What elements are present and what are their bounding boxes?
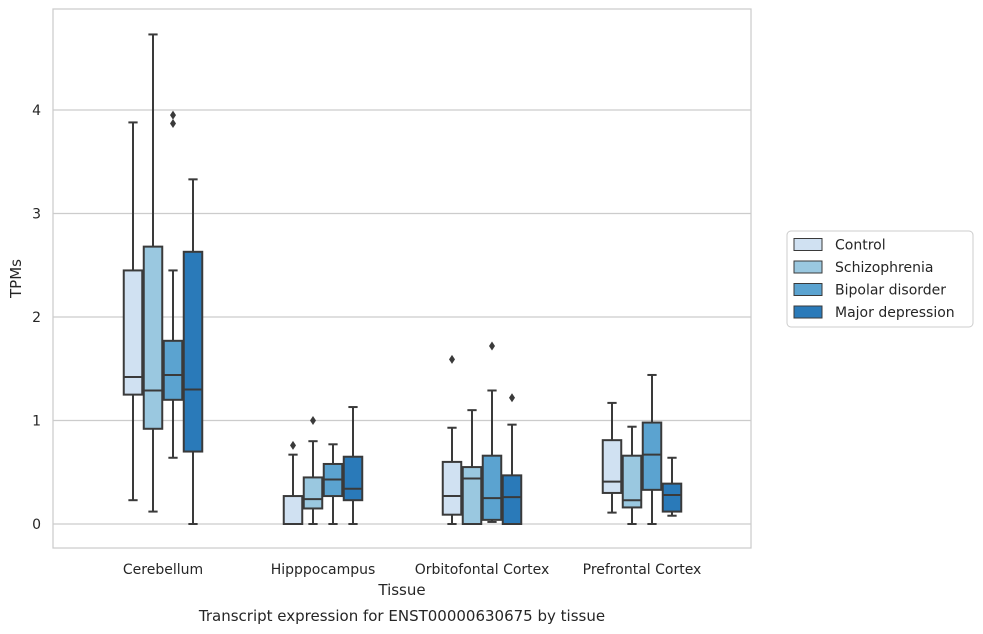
legend-swatch xyxy=(793,283,823,296)
x-tick-label: Prefrontal Cortex xyxy=(583,562,702,578)
legend-swatch xyxy=(793,260,823,274)
y-tick-label: 3 xyxy=(32,207,41,223)
box-body xyxy=(501,474,523,526)
box-0-0 xyxy=(122,121,144,502)
box-body xyxy=(661,482,683,513)
legend-item: Major depression xyxy=(793,305,955,321)
y-tick-label: 0 xyxy=(32,517,41,533)
legend-label: Major depression xyxy=(835,305,955,321)
y-axis-title: TPMs xyxy=(7,259,25,299)
x-axis-title: Tissue xyxy=(377,581,425,599)
box-body xyxy=(441,460,463,516)
flier-point xyxy=(449,354,455,364)
box-0-1 xyxy=(282,440,304,525)
flier-point xyxy=(489,341,495,351)
x-tick-label: Cerebellum xyxy=(123,562,203,578)
flier-point xyxy=(310,416,316,425)
box-3-1 xyxy=(342,406,364,525)
y-tick-label: 4 xyxy=(32,103,41,119)
flier-point xyxy=(170,110,176,120)
x-tick-labels: Cerebellum Hipppocampus Orbitofontal Corte… xyxy=(123,562,701,578)
legend-swatch xyxy=(793,305,823,319)
legend-label: Schizophrenia xyxy=(835,260,933,276)
x-tick-label: Hipppocampus xyxy=(271,562,376,578)
box-1-3 xyxy=(621,425,643,525)
box-3-2 xyxy=(501,393,523,526)
box-body xyxy=(122,269,144,396)
x-tick-label: Orbitofontal Cortex xyxy=(415,562,550,578)
box-series xyxy=(122,33,683,526)
box-0-2 xyxy=(441,354,463,525)
box-body xyxy=(461,466,483,526)
chart-caption: Transcript expression for ENST0000063067… xyxy=(198,607,605,625)
legend: Control Schizophrenia Bipolar disorder Majo… xyxy=(786,230,974,328)
box-1-2 xyxy=(461,409,483,526)
flier-point xyxy=(509,393,515,403)
box-3-3 xyxy=(661,456,683,517)
box-body xyxy=(342,455,364,502)
box-body xyxy=(481,454,503,521)
legend-frame xyxy=(786,230,974,328)
y-tick-label: 2 xyxy=(32,310,41,326)
box-2-2 xyxy=(481,341,503,523)
box-body xyxy=(641,421,663,491)
legend-label: Bipolar disorder xyxy=(835,283,946,299)
legend-item: Schizophrenia xyxy=(793,260,933,276)
legend-label: Control xyxy=(835,238,886,254)
plot-frame xyxy=(52,8,752,549)
flier-point xyxy=(290,440,296,450)
box-1-0 xyxy=(142,33,164,513)
box-body xyxy=(601,439,623,494)
y-tick-labels: 0 1 2 3 4 xyxy=(32,103,41,533)
legend-item: Bipolar disorder xyxy=(793,283,946,299)
legend-item: Control xyxy=(793,238,886,254)
box-2-0 xyxy=(162,110,184,459)
box-3-0 xyxy=(182,178,204,525)
box-0-3 xyxy=(601,401,623,514)
box-body xyxy=(621,454,643,509)
box-1-1 xyxy=(302,416,324,525)
box-body xyxy=(162,339,184,401)
box-2-3 xyxy=(641,373,663,525)
flier-point xyxy=(170,118,176,128)
y-tick-label: 1 xyxy=(32,414,41,430)
box-body xyxy=(142,245,164,430)
box-body xyxy=(182,250,204,453)
box-body xyxy=(302,476,324,510)
box-body xyxy=(282,495,304,525)
legend-swatch xyxy=(793,238,823,251)
box-2-1 xyxy=(322,443,344,525)
